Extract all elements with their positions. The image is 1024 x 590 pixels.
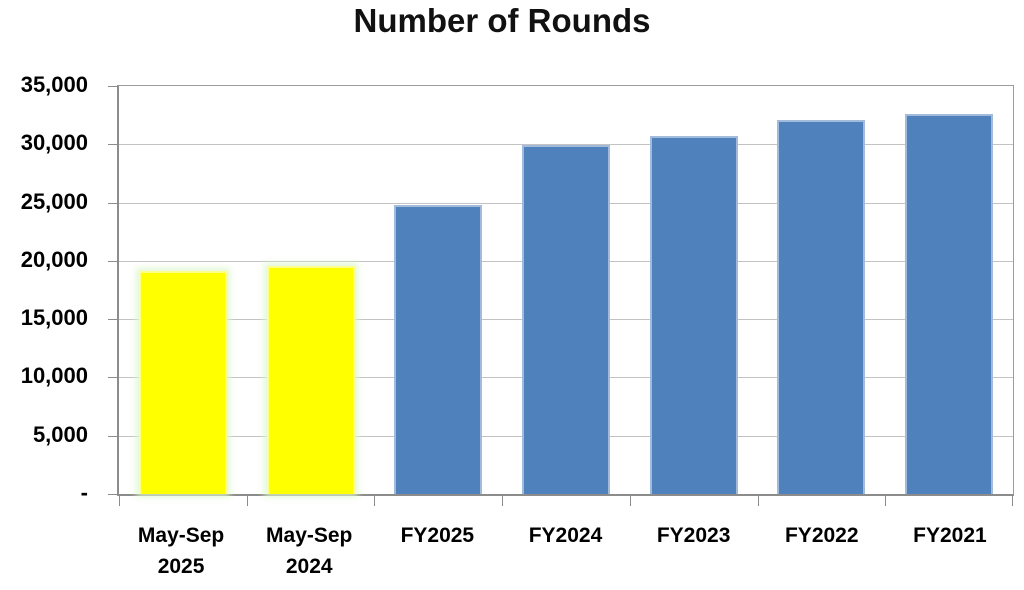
x-axis-label: FY2024 xyxy=(528,524,603,547)
x-tick xyxy=(1012,496,1013,506)
x-tick xyxy=(246,496,248,506)
y-axis-label: 30,000 xyxy=(20,130,88,156)
x-tick xyxy=(757,496,759,506)
x-axis-label: May-Sep 2025 xyxy=(137,524,225,578)
y-axis-label: 5,000 xyxy=(32,421,88,447)
bar-fy2021 xyxy=(905,113,994,494)
bar-may-sep-2024 xyxy=(266,265,355,494)
x-tick xyxy=(885,496,887,506)
x-axis-label: FY2021 xyxy=(913,524,987,547)
x-tick xyxy=(119,496,120,506)
chart-title: Number of Rounds xyxy=(353,2,651,39)
y-axis-label: 20,000 xyxy=(20,246,88,272)
gridline xyxy=(119,144,1013,146)
y-axis-label: 15,000 xyxy=(20,305,88,331)
x-axis-labels: May-Sep 2025 May-Sep 2024 FY2025 FY2024 FY20… xyxy=(117,520,1014,582)
bar-may-sep-2025 xyxy=(138,271,227,494)
x-tick xyxy=(502,496,504,506)
x-axis-label: FY2025 xyxy=(400,524,475,547)
x-tick xyxy=(374,496,376,506)
bar-fy2024 xyxy=(522,145,610,494)
bar-fy2022 xyxy=(777,119,866,494)
plot-area xyxy=(108,85,1014,506)
x-tick xyxy=(629,496,631,506)
y-tick xyxy=(108,377,117,379)
bar-fy2025 xyxy=(394,204,483,494)
y-axis-label: 25,000 xyxy=(20,188,88,214)
y-tick xyxy=(108,435,117,437)
y-axis-label: 35,000 xyxy=(20,72,88,97)
y-tick xyxy=(108,319,117,321)
y-axis: 35,000 30,000 25,000 20,000 15,000 10,000 5,00… xyxy=(0,72,104,505)
x-axis-label: FY2022 xyxy=(784,524,859,547)
bar-fy2023 xyxy=(649,136,738,494)
y-axis-label: - xyxy=(80,480,88,505)
y-tick xyxy=(108,144,117,146)
x-axis-label: May-Sep 2024 xyxy=(266,524,353,578)
y-axis-label: 10,000 xyxy=(20,363,88,389)
y-tick xyxy=(108,202,117,204)
y-tick xyxy=(108,86,117,87)
x-axis-label: FY2023 xyxy=(656,524,731,547)
y-tick xyxy=(108,260,117,262)
y-tick xyxy=(108,494,117,495)
